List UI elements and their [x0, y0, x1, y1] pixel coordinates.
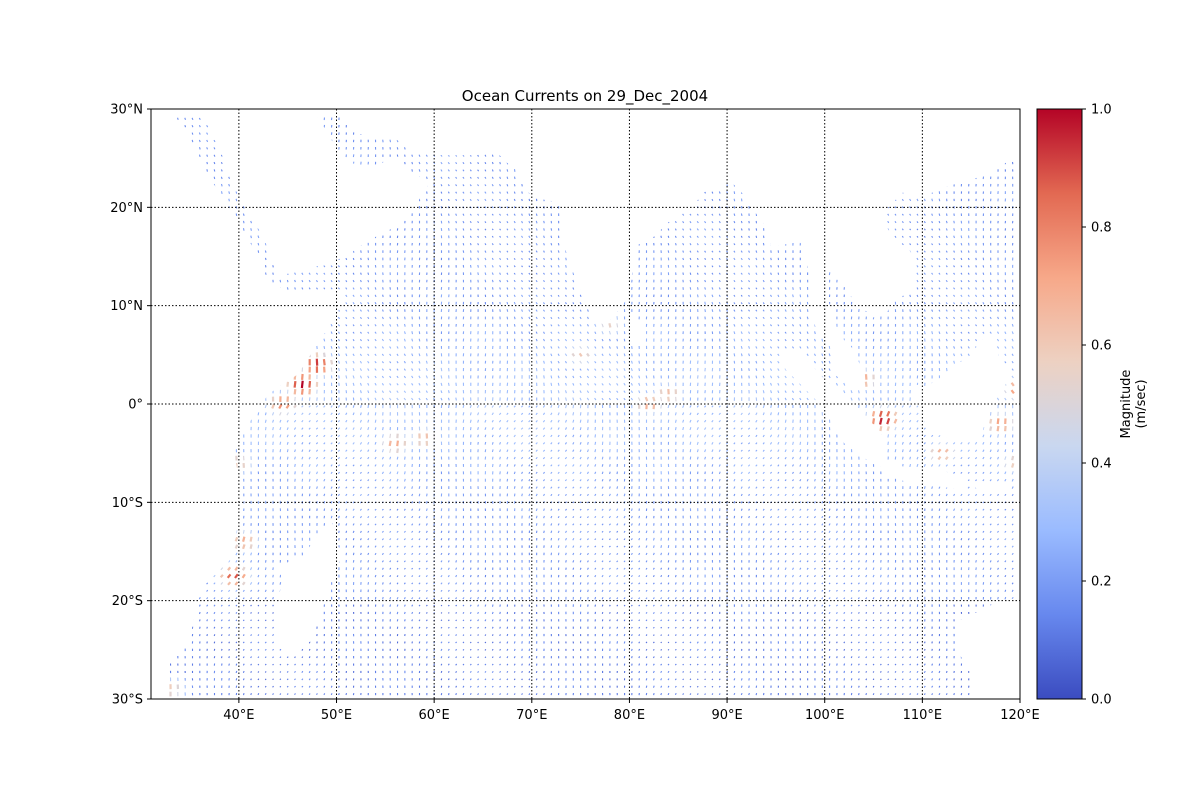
colorbar-tick-label: 0.2: [1091, 575, 1112, 590]
x-tick-label: 40°E: [223, 708, 254, 723]
y-tick-label: 10°N: [110, 299, 143, 314]
colorbar-label-line2: (m/sec): [1134, 379, 1149, 428]
x-axis-ticks: 40°E 50°E 60°E 70°E 80°E 90°E 100°E 110°E 120°E: [223, 699, 1040, 723]
x-tick-label: 90°E: [711, 708, 742, 723]
x-tick-label: 80°E: [614, 708, 645, 723]
y-tick-label: 20°N: [110, 201, 143, 216]
colorbar-label-line1: Magnitude: [1119, 370, 1134, 439]
x-tick-label: 70°E: [516, 708, 547, 723]
colorbar: [1037, 109, 1082, 699]
x-tick-label: 50°E: [321, 708, 352, 723]
colorbar-tick-label: 0.8: [1091, 221, 1112, 236]
y-axis-ticks: 30°N 20°N 10°N 0° 10°S 20°S 30°S: [110, 103, 151, 708]
x-tick-label: 60°E: [419, 708, 450, 723]
colorbar-tick-label: 0.4: [1091, 457, 1112, 472]
y-tick-label: 30°S: [112, 693, 143, 708]
colorbar-tick-label: 1.0: [1091, 103, 1112, 118]
colorbar-ticks: 0.0 0.2 0.4 0.6 0.8 1.0: [1082, 103, 1112, 708]
y-tick-label: 0°: [128, 398, 143, 413]
chart-title: Ocean Currents on 29_Dec_2004: [462, 87, 708, 106]
x-tick-label: 120°E: [1000, 708, 1040, 723]
colorbar-tick-label: 0.6: [1091, 339, 1112, 354]
x-tick-label: 100°E: [805, 708, 845, 723]
x-tick-label: 110°E: [903, 708, 943, 723]
y-tick-label: 30°N: [110, 103, 143, 118]
y-tick-label: 10°S: [112, 496, 143, 511]
colorbar-tick-label: 0.0: [1091, 693, 1112, 708]
y-tick-label: 20°S: [112, 594, 143, 609]
